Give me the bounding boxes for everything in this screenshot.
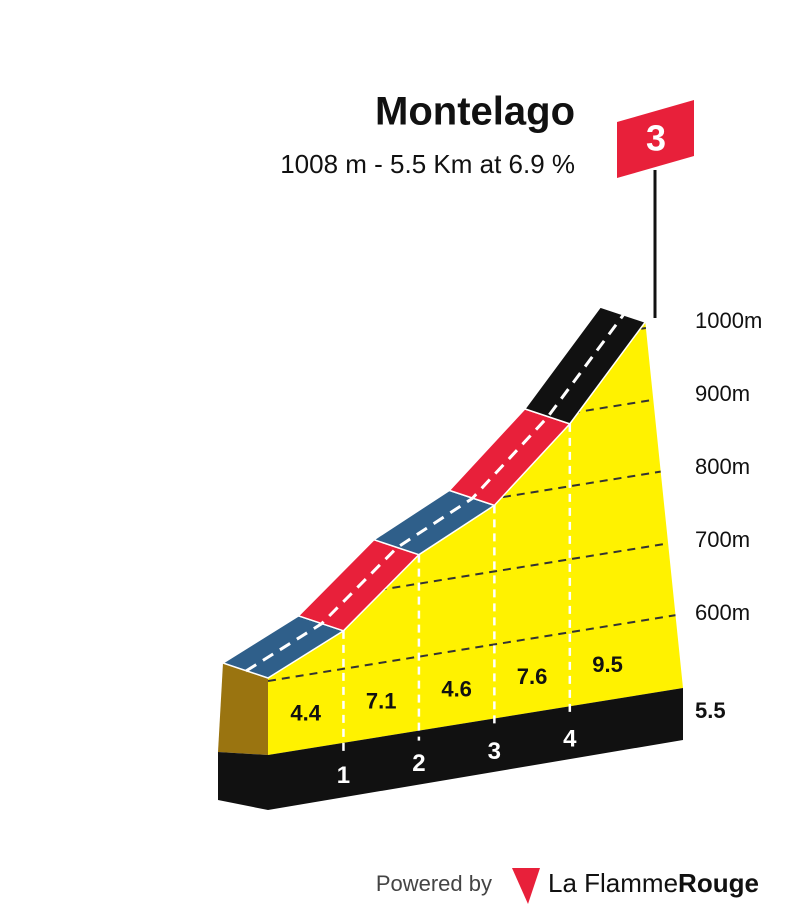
x-tick-label: 1 <box>337 762 350 789</box>
gradient-label: 7.6 <box>517 664 548 689</box>
distance-label: 5.5 <box>695 698 726 723</box>
category-label: 3 <box>646 118 666 159</box>
brand-text: La FlammeRouge <box>548 868 759 898</box>
x-tick-label: 2 <box>412 750 425 777</box>
brand-name: La Flamme <box>548 868 678 898</box>
side-base <box>218 752 268 810</box>
front-face <box>268 322 683 755</box>
logo-icon <box>512 868 540 904</box>
category-flag <box>617 100 694 178</box>
y-tick-label: 600m <box>695 600 750 625</box>
road-centerline <box>245 314 625 673</box>
chart-title: Montelago <box>375 90 575 134</box>
brand-name-bold: Rouge <box>678 868 759 898</box>
gradient-label: 4.6 <box>441 676 472 701</box>
y-tick-label: 800m <box>695 454 750 479</box>
gradient-label: 7.1 <box>366 689 397 714</box>
powered-by: Powered by <box>376 871 492 896</box>
x-tick-label: 3 <box>488 738 501 765</box>
chart-subtitle: 1008 m - 5.5 Km at 6.9 % <box>280 149 575 179</box>
x-tick-label: 4 <box>563 726 577 753</box>
plot: 600m 700m 800m 900m 1000m 4.4 7.1 4.6 7.6 9.5 1 2 3 4… <box>218 306 762 810</box>
grid-line <box>268 613 683 682</box>
side-face <box>218 663 268 755</box>
y-tick-label: 900m <box>695 381 750 406</box>
front-base <box>268 688 683 810</box>
gradient-label: 9.5 <box>592 652 623 677</box>
gradient-label: 4.4 <box>290 701 321 726</box>
y-tick-label: 700m <box>695 527 750 552</box>
y-tick-label: 1000m <box>695 308 762 333</box>
